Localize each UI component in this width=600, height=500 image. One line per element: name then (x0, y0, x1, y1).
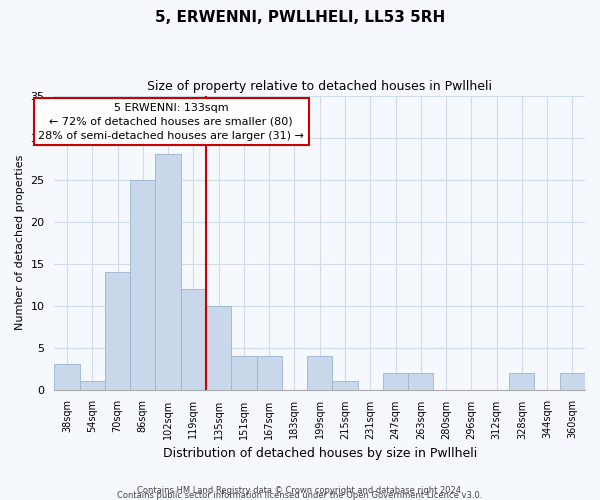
Text: Contains HM Land Registry data © Crown copyright and database right 2024.: Contains HM Land Registry data © Crown c… (137, 486, 463, 495)
Bar (408, 373, 433, 390)
Bar (130, 180, 155, 390)
Bar (509, 373, 535, 390)
Text: Contains public sector information licensed under the Open Government Licence v3: Contains public sector information licen… (118, 491, 482, 500)
Y-axis label: Number of detached properties: Number of detached properties (15, 155, 25, 330)
Bar (307, 356, 332, 390)
Bar (80, 381, 105, 390)
Bar (206, 306, 231, 390)
Bar (181, 289, 206, 390)
X-axis label: Distribution of detached houses by size in Pwllheli: Distribution of detached houses by size … (163, 447, 477, 460)
Bar (55, 364, 80, 390)
Title: Size of property relative to detached houses in Pwllheli: Size of property relative to detached ho… (147, 80, 492, 93)
Bar (155, 154, 181, 390)
Bar (560, 373, 585, 390)
Bar (383, 373, 408, 390)
Bar (231, 356, 257, 390)
Bar (257, 356, 282, 390)
Text: 5, ERWENNI, PWLLHELI, LL53 5RH: 5, ERWENNI, PWLLHELI, LL53 5RH (155, 10, 445, 25)
Text: 5 ERWENNI: 133sqm
← 72% of detached houses are smaller (80)
28% of semi-detached: 5 ERWENNI: 133sqm ← 72% of detached hous… (38, 103, 304, 141)
Bar (332, 381, 358, 390)
Bar (105, 272, 130, 390)
